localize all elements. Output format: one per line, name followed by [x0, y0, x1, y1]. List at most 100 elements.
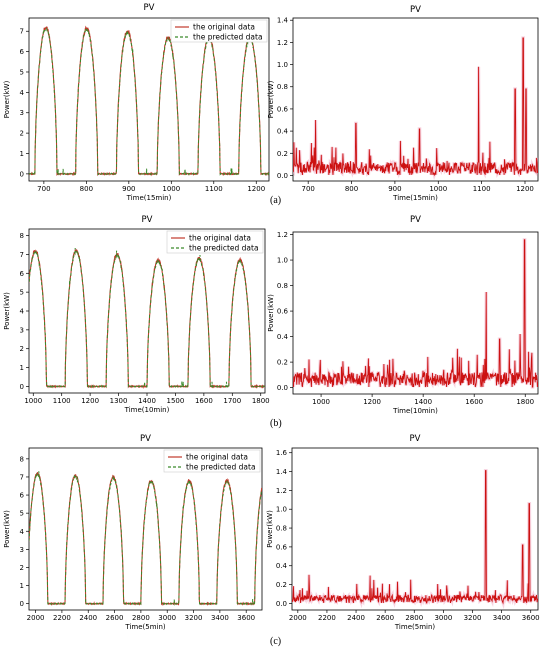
legend-box — [163, 449, 261, 473]
x-tick-label: 3600 — [522, 614, 540, 622]
plot-frame — [292, 17, 539, 182]
legend-box — [166, 230, 264, 254]
x-tick-label: 2600 — [106, 614, 124, 622]
y-tick-label: 0 — [20, 170, 24, 178]
y-tick-label: 4 — [20, 89, 25, 97]
y-tick-label: 1.4 — [277, 17, 289, 25]
y-tick-label: 0 — [20, 383, 24, 391]
caption-b: (b) — [270, 418, 282, 429]
plot-frame — [28, 17, 270, 182]
y-tick-label: 0.4 — [277, 333, 289, 341]
x-tick-label: 1000 — [312, 398, 330, 406]
series-line-original — [29, 472, 262, 607]
y-tick-label: 1.6 — [276, 449, 288, 457]
y-tick-label: 0.0 — [276, 600, 287, 608]
x-tick-label: 1700 — [223, 397, 241, 405]
y-tick-label: 7 — [20, 251, 24, 259]
x-tick-label: 1100 — [205, 185, 223, 193]
y-tick-label: 1.0 — [276, 506, 287, 514]
y-tick-label: 3 — [20, 109, 24, 117]
y-tick-label: 8 — [20, 455, 24, 463]
series-line-error — [292, 470, 538, 605]
y-tick-label: 0.6 — [276, 543, 288, 551]
x-tick-label: 3400 — [493, 614, 511, 622]
y-tick-label: 0.2 — [276, 581, 287, 589]
legend-entry: the original data — [189, 234, 251, 243]
chart-b-left: 1000 1100 1200 1300 1400 1500 1600 1700 1800 0 1 2 3… — [3, 215, 270, 414]
x-tick-label: 2400 — [347, 614, 365, 622]
series-line-predicted — [29, 27, 269, 176]
y-tick-label: 6 — [20, 270, 25, 278]
x-tick-label: 1800 — [516, 398, 534, 406]
y-tick-label: 3 — [20, 326, 24, 334]
y-tick-label: 4 — [20, 308, 25, 316]
plot-frame — [292, 231, 539, 395]
x-tick-label: 1200 — [247, 185, 265, 193]
chart-title: PV — [410, 5, 421, 15]
y-tick-label: 0.4 — [276, 562, 288, 570]
x-tick-label: 1200 — [363, 398, 381, 406]
error-band — [293, 36, 538, 181]
x-tick-label: 900 — [122, 185, 135, 193]
x-tick-label: 900 — [388, 185, 401, 193]
y-tick-label: 1.0 — [277, 257, 288, 265]
error-band — [293, 238, 538, 389]
x-tick-label: 1500 — [167, 397, 185, 405]
y-tick-label: 1 — [20, 582, 24, 590]
y-tick-label: 2 — [20, 130, 24, 138]
legend-entry: the predicted data — [189, 244, 259, 253]
y-tick-label: 1.2 — [277, 39, 288, 47]
y-tick-label: 0.8 — [277, 83, 288, 91]
y-tick-label: 5 — [20, 68, 24, 76]
y-tick-label: 0.6 — [277, 308, 289, 316]
series-line-predicted — [29, 247, 265, 389]
chart-a-right: 700 800 900 1000 1100 1200 0.0 0.2 0.4 0.6 0.8 1.0 1… — [267, 5, 539, 202]
x-tick-label: 2200 — [53, 614, 71, 622]
series-line-original — [29, 25, 269, 177]
y-tick-label: 0.6 — [277, 105, 289, 113]
chart-c-left: 2000 2200 2400 2600 2800 3000 3200 3400 3600 0 1 2 3… — [3, 434, 263, 631]
y-tick-label: 5 — [20, 289, 24, 297]
chart-b-right: 1000 1200 1400 1600 1800 0.0 0.2 0.4 0.6 0.8 1.0 1.… — [267, 215, 539, 415]
x-tick-label: 1000 — [162, 185, 180, 193]
y-tick-label: 6 — [20, 48, 25, 56]
y-tick-label: 3 — [20, 546, 24, 554]
y-tick-label: 0.2 — [277, 150, 288, 158]
x-tick-label: 3200 — [464, 614, 482, 622]
series-line-error — [293, 239, 538, 388]
y-tick-label: 0.2 — [277, 359, 288, 367]
chart-title: PV — [140, 434, 151, 444]
chart-c-right: 2000 2200 2400 2600 2800 3000 3200 3400 3600 0.0 0… — [266, 434, 540, 631]
legend-box — [170, 19, 268, 43]
series-line-predicted — [29, 471, 262, 606]
y-tick-label: 1 — [20, 364, 24, 372]
x-tick-label: 3000 — [158, 614, 176, 622]
x-axis-label: Time(15min) — [126, 194, 172, 202]
chart-title: PV — [142, 215, 153, 225]
caption-a: (a) — [270, 195, 282, 206]
legend-entry: the original data — [186, 453, 248, 462]
x-tick-label: 1000 — [429, 185, 447, 193]
x-axis-label: Time(10min) — [392, 407, 438, 415]
x-tick-label: 2400 — [79, 614, 97, 622]
x-tick-label: 700 — [37, 185, 50, 193]
x-tick-label: 3000 — [434, 614, 452, 622]
x-tick-label: 1300 — [110, 397, 128, 405]
y-tick-label: 4 — [20, 528, 25, 536]
x-axis-label: Time(5min) — [394, 623, 436, 631]
x-tick-label: 1200 — [516, 185, 534, 193]
y-axis-label: Power(kW) — [3, 510, 11, 548]
x-tick-label: 1000 — [24, 397, 42, 405]
x-tick-label: 1600 — [465, 398, 483, 406]
y-axis-label: Power(kW) — [267, 294, 275, 332]
y-tick-label: 0.0 — [277, 172, 288, 180]
y-tick-label: 2 — [20, 564, 24, 572]
x-tick-label: 2000 — [289, 614, 307, 622]
y-tick-label: 2 — [20, 345, 24, 353]
y-tick-label: 1.2 — [277, 231, 288, 239]
x-axis-label: Time(5min) — [124, 623, 166, 631]
chart-title: PV — [410, 215, 421, 225]
